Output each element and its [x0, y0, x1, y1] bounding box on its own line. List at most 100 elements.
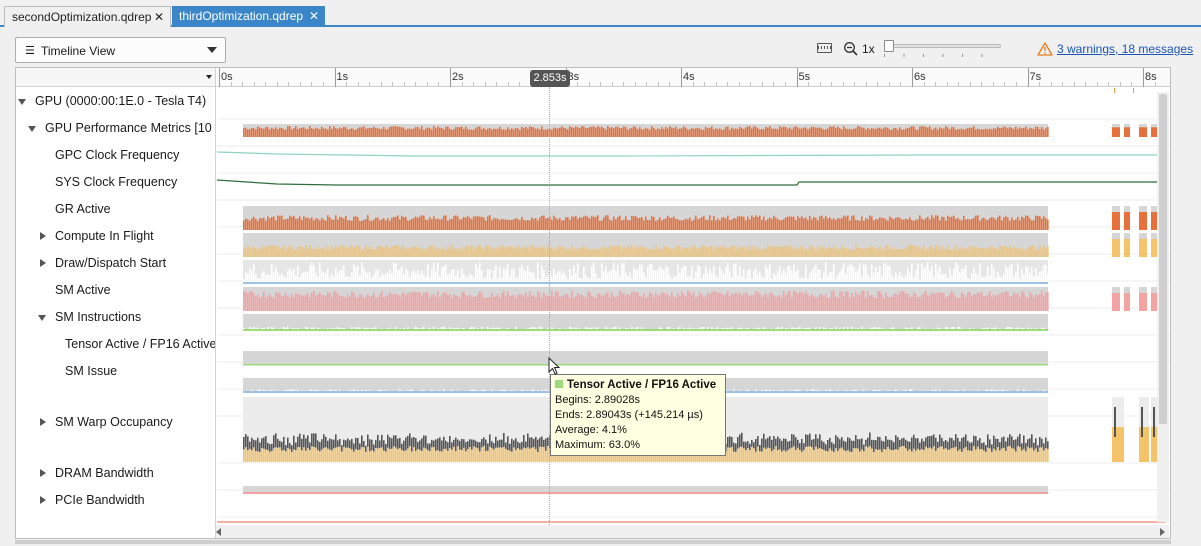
- mouse-pointer-icon: [548, 357, 561, 375]
- ruler-minor-tick: [831, 82, 833, 87]
- warp-occupancy-tail: [1112, 427, 1124, 462]
- ruler-tick-label: 4s: [683, 71, 695, 83]
- tree-row-label: Compute In Flight: [55, 229, 154, 243]
- tree-row-label: SM Issue: [65, 364, 118, 378]
- warp-occupancy-tail-peak: [1114, 407, 1116, 437]
- close-icon[interactable]: ✕: [153, 10, 164, 24]
- tree-row[interactable]: SM Warp Occupancy: [16, 409, 215, 436]
- chevron-down-icon[interactable]: [206, 75, 212, 79]
- tooltip-begins: Begins: 2.89028s: [555, 394, 641, 406]
- sm-active-tail: [1151, 293, 1157, 311]
- tree-row[interactable]: SM Active: [16, 277, 215, 304]
- draw-dispatch-start-bars: [243, 262, 1049, 284]
- tab-second-optimization[interactable]: secondOptimization.qdrep ✕: [4, 6, 171, 27]
- ruler-minor-tick: [1131, 82, 1133, 87]
- tree-row[interactable]: GPU Performance Metrics [10: [16, 115, 215, 142]
- tree-row[interactable]: SYS Clock Frequency: [16, 169, 215, 196]
- gr-active-bars: [243, 215, 1049, 230]
- scrollbar-thumb[interactable]: [1159, 94, 1167, 424]
- ruler-tick: [450, 68, 451, 87]
- sys-clock-line: [217, 179, 1166, 207]
- ruler-tick: [219, 68, 220, 87]
- keyboard-icon[interactable]: [817, 43, 832, 53]
- ruler-tick-label: 7s: [1029, 71, 1042, 83]
- pcie-bandwidth-line: [217, 521, 1165, 523]
- ruler-minor-tick: [969, 82, 971, 87]
- tree-row[interactable]: Draw/Dispatch Start: [16, 250, 215, 277]
- tree-row[interactable]: GPU (0000:00:1E.0 - Tesla T4): [16, 88, 215, 115]
- metric-tooltip: Tensor Active / FP16 Active Begins: 2.89…: [550, 374, 726, 456]
- gpu-activity-tick: [1114, 88, 1115, 93]
- tree-row[interactable]: Tensor Active / FP16 Active: [16, 331, 216, 358]
- tree-row[interactable]: SM Instructions: [16, 304, 215, 331]
- ruler-tick-label: 3s: [567, 71, 580, 83]
- timeline-area[interactable]: 0s 1s 2s 3s 4s 5s 6s 7s 8s 2.853s: [217, 68, 1170, 538]
- tree-row-label: SM Active: [55, 283, 111, 297]
- zoom-slider[interactable]: [884, 40, 1002, 60]
- horizontal-scrollbar[interactable]: [216, 525, 1169, 538]
- document-tab-bar: secondOptimization.qdrep ✕ thirdOptimiza…: [0, 0, 1201, 27]
- compute-in-flight-tail: [1151, 239, 1157, 257]
- sm-active-tail: [1139, 293, 1147, 311]
- timeline-tracks[interactable]: [217, 87, 1170, 537]
- ruler-tick-label: 6s: [914, 71, 926, 83]
- tree-row-label: GPC Clock Frequency: [55, 148, 180, 162]
- scroll-right-arrow-icon[interactable]: [1160, 528, 1165, 536]
- ruler-minor-tick: [322, 82, 324, 87]
- warp-occupancy-tail: [1151, 427, 1159, 462]
- scroll-left-arrow-icon[interactable]: [216, 528, 221, 536]
- tree-row[interactable]: SM Issue: [16, 358, 215, 385]
- ruler-minor-tick: [865, 82, 867, 87]
- gr-active-tail: [1151, 212, 1157, 230]
- sm-active-tail: [1112, 293, 1120, 311]
- ruler-tick: [681, 68, 682, 87]
- tree-header[interactable]: [16, 68, 215, 87]
- ruler-minor-tick: [784, 82, 786, 87]
- zoom-out-icon[interactable]: [843, 41, 859, 57]
- ruler-tick: [1027, 68, 1029, 87]
- zoom-level-label: 1x: [862, 42, 875, 56]
- ruler-minor-tick: [426, 82, 428, 87]
- view-selector-dropdown[interactable]: ☰ Timeline View: [15, 37, 226, 63]
- ruler-minor-tick: [819, 82, 821, 87]
- gr-active-tail: [1124, 212, 1130, 230]
- gpc-clock-line: [217, 151, 1166, 187]
- tree-row[interactable]: Compute In Flight: [16, 223, 215, 250]
- compute-in-flight-bars: [243, 245, 1049, 257]
- time-ruler[interactable]: 0s 1s 2s 3s 4s 5s 6s 7s 8s: [217, 68, 1170, 87]
- ruler-minor-tick: [900, 82, 902, 87]
- ruler-minor-tick: [519, 82, 521, 87]
- tree-row[interactable]: GPC Clock Frequency: [16, 142, 215, 169]
- tree-row[interactable]: PCIe Bandwidth: [16, 487, 215, 514]
- ruler-minor-tick: [646, 82, 648, 87]
- ruler-minor-tick: [738, 82, 740, 87]
- tree-row[interactable]: DRAM Bandwidth: [16, 460, 215, 487]
- time-cursor-badge: 2.853s: [530, 70, 570, 87]
- zoom-slider-ticks: [884, 54, 1001, 57]
- ruler-minor-tick: [311, 82, 313, 87]
- warnings-messages-link[interactable]: 3 warnings, 18 messages: [1057, 42, 1194, 56]
- gpu-perf-metrics-tail: [1151, 127, 1157, 137]
- ruler-minor-tick: [808, 82, 810, 87]
- ruler-minor-tick: [704, 82, 706, 87]
- ruler-tick-label: 2s: [452, 71, 464, 83]
- timeline-panel: GPU (0000:00:1E.0 - Tesla T4) GPU Perform…: [15, 67, 1171, 539]
- ruler-minor-tick: [1050, 82, 1052, 87]
- ruler-minor-tick: [600, 82, 602, 87]
- ruler-tick: [1143, 68, 1144, 87]
- ruler-minor-tick: [623, 82, 625, 87]
- sm-instructions-bg: [243, 314, 1048, 330]
- ruler-minor-tick: [750, 82, 752, 87]
- vertical-scrollbar[interactable]: [1157, 92, 1169, 522]
- bottom-scrollbar[interactable]: [15, 540, 1171, 544]
- zoom-slider-track[interactable]: [884, 44, 1001, 48]
- tree-row[interactable]: GR Active: [16, 196, 215, 223]
- close-icon[interactable]: ✕: [308, 9, 319, 23]
- ruler-minor-tick: [761, 82, 763, 87]
- ruler-minor-tick: [380, 82, 382, 87]
- tree-row-label: Tensor Active / FP16 Active: [65, 337, 216, 351]
- tab-third-optimization[interactable]: thirdOptimization.qdrep ✕: [172, 6, 325, 27]
- zoom-slider-thumb[interactable]: [884, 40, 894, 52]
- ruler-minor-tick: [392, 82, 394, 87]
- warp-occupancy-tail-peak: [1141, 407, 1143, 437]
